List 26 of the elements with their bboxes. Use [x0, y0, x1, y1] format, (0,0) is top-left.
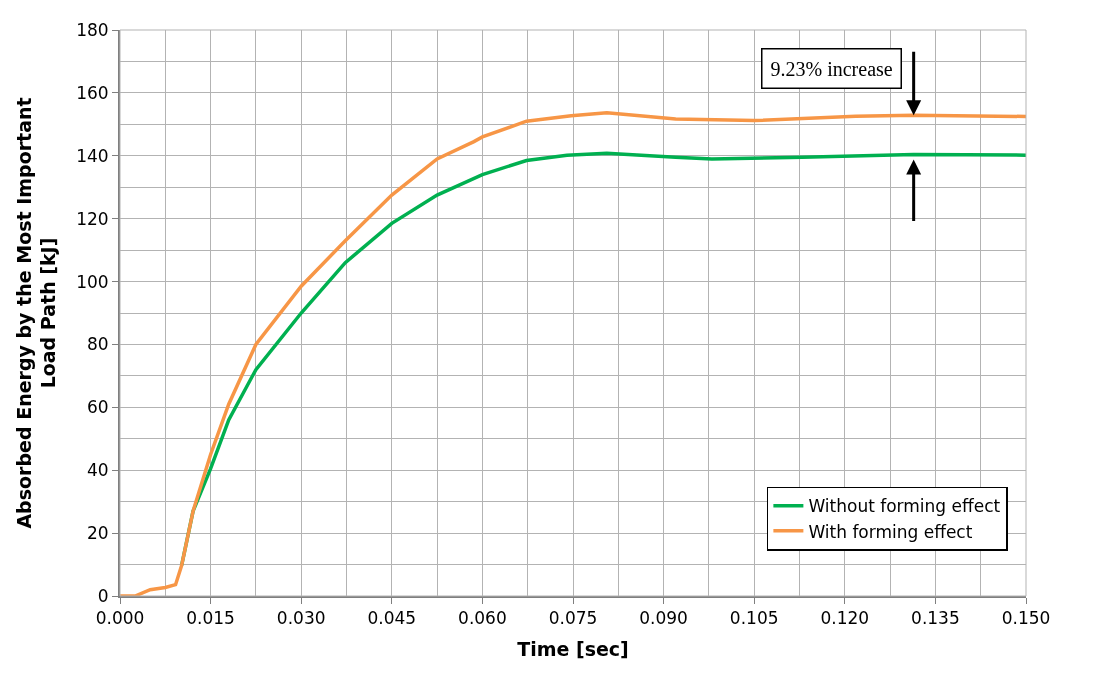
y-tick-label: 160	[76, 82, 109, 103]
y-tick-label: 20	[86, 523, 109, 544]
x-tick-label: 0.090	[639, 608, 688, 629]
annotation: 9.23% increase	[770, 57, 893, 80]
x-tick-label: 0.045	[367, 608, 417, 629]
y-tick-label: 0	[97, 585, 109, 606]
x-tick-label: 0.060	[458, 608, 507, 629]
y-tick-label: 140	[76, 145, 109, 166]
y-tick-label: 60	[86, 397, 109, 418]
x-tick-label: 0.135	[911, 608, 960, 629]
x-tick-label: 0.150	[1001, 608, 1051, 629]
y-tick-label: 40	[86, 460, 109, 481]
x-axis-title: Time [sec]	[517, 637, 629, 660]
x-tick-label: 0.015	[186, 608, 235, 629]
y-axis-title: Absorbed Energy by the Most Important Load Path [kJ]	[12, 97, 60, 529]
x-tick-label: 0.105	[729, 608, 779, 629]
legend-label: Without forming effect	[808, 496, 1001, 517]
y-tick-label: 120	[76, 208, 109, 229]
x-tick-label: 0.030	[276, 608, 326, 629]
x-tick-label: 0.000	[95, 608, 145, 629]
x-tick-label: 0.120	[820, 608, 870, 629]
legend-label: With forming effect	[808, 521, 973, 542]
x-tick-label: 0.075	[548, 608, 598, 629]
y-tick-label: 180	[76, 19, 109, 40]
y-tick-label: 100	[76, 271, 109, 292]
y-tick-label: 80	[86, 334, 109, 355]
